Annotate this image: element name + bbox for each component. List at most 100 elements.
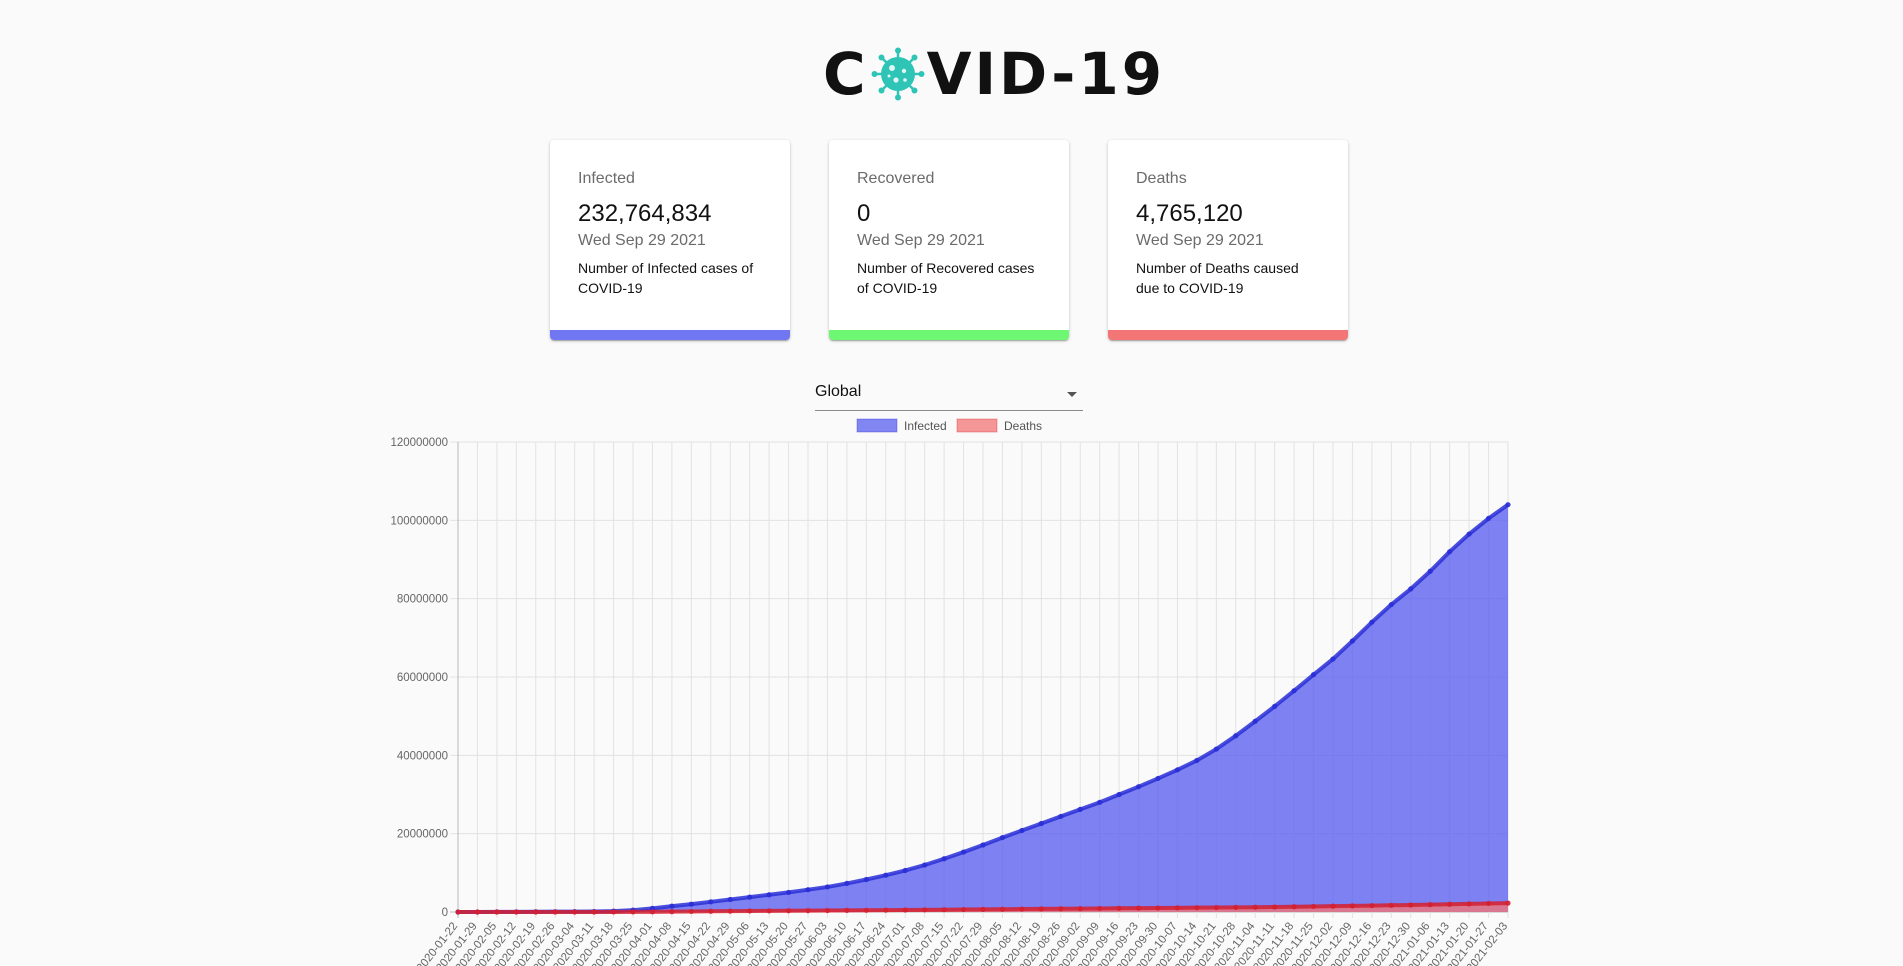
data-point: [1233, 733, 1239, 739]
data-point: [1194, 905, 1200, 911]
data-point: [649, 909, 656, 915]
data-point: [1116, 905, 1122, 911]
data-point: [1505, 900, 1511, 906]
data-point: [844, 880, 850, 887]
y-tick-label: 40000000: [397, 750, 448, 762]
data-point: [1330, 903, 1336, 909]
data-point: [1388, 601, 1394, 608]
data-point: [1330, 656, 1336, 662]
data-point: [1310, 672, 1317, 678]
data-point: [1272, 703, 1278, 709]
data-point: [824, 907, 831, 914]
data-point: [1155, 775, 1161, 782]
legend-item: Deaths: [956, 418, 1042, 433]
data-point: [1233, 904, 1239, 910]
data-point: [960, 849, 967, 855]
data-point: [727, 896, 733, 903]
data-point: [1310, 903, 1317, 910]
card-label: Deaths: [1136, 170, 1187, 187]
data-point: [1272, 904, 1278, 910]
data-point: [785, 908, 792, 914]
data-point: [1213, 746, 1219, 752]
data-point: [1213, 904, 1219, 911]
card-value: 0: [857, 200, 871, 227]
card-color-bar: [550, 330, 790, 340]
data-point: [747, 894, 753, 900]
data-point: [1174, 767, 1181, 773]
card-color-bar: [829, 330, 1069, 340]
data-point: [1019, 827, 1025, 834]
data-point: [941, 856, 947, 862]
card-date: Wed Sep 29 2021: [1136, 232, 1264, 249]
chart-legend: Infected Deaths: [856, 418, 1042, 433]
data-point: [863, 876, 869, 883]
data-point: [533, 909, 539, 915]
data-point: [552, 909, 558, 915]
data-point: [610, 909, 617, 915]
data-point: [1408, 902, 1414, 908]
data-point: [1427, 568, 1433, 574]
card-value: 4,765,120: [1136, 200, 1243, 227]
data-point: [1038, 820, 1044, 827]
data-point: [688, 908, 694, 915]
data-point: [1252, 718, 1258, 724]
data-point: [1097, 905, 1103, 912]
data-point: [902, 867, 908, 874]
data-point: [1447, 901, 1453, 907]
data-point: [922, 907, 928, 913]
data-point: [1252, 904, 1258, 910]
data-point: [1349, 638, 1356, 644]
legend-label: Deaths: [1004, 419, 1042, 433]
data-point: [572, 909, 578, 915]
data-point: [980, 906, 986, 912]
data-point: [1135, 905, 1142, 911]
data-point: [669, 909, 675, 915]
y-tick-label: 20000000: [397, 829, 448, 841]
data-point: [941, 907, 947, 913]
data-point: [1485, 515, 1492, 521]
cases-chart: Infected Deaths 0 20000000 40000000 60000000 8…: [0, 410, 1903, 966]
data-point: [1058, 813, 1064, 820]
card-date: Wed Sep 29 2021: [857, 232, 985, 249]
data-point: [1155, 905, 1161, 911]
legend-swatch: [956, 418, 998, 433]
country-select-value: Global: [815, 383, 862, 400]
data-point: [824, 884, 831, 890]
data-point: [708, 908, 714, 914]
y-tick-label: 100000000: [390, 515, 448, 527]
data-point: [1408, 586, 1414, 592]
data-point: [1174, 905, 1181, 911]
y-tick-label: 60000000: [397, 672, 448, 684]
data-point: [727, 908, 733, 914]
data-point: [1291, 688, 1297, 694]
data-point: [591, 909, 597, 915]
chart-svg: Infected Deaths 0 20000000 40000000 60000000 8…: [390, 418, 1511, 966]
data-point: [1077, 906, 1083, 912]
data-point: [863, 907, 869, 913]
data-point: [1077, 806, 1083, 812]
covid19-logo: C: [823, 44, 1165, 104]
data-point: [805, 887, 811, 893]
data-point: [474, 909, 481, 915]
data-point: [494, 909, 500, 915]
card-description: Number of Infected cases of COVID-19: [578, 260, 754, 296]
data-point: [960, 906, 967, 913]
data-point: [766, 908, 772, 914]
data-point: [1447, 549, 1453, 555]
data-point: [1019, 906, 1025, 912]
data-point: [1135, 784, 1142, 790]
data-point: [747, 908, 753, 914]
infected-card: Infected 232,764,834 Wed Sep 29 2021 Num…: [550, 140, 790, 340]
data-point: [1388, 902, 1394, 908]
card-label: Infected: [578, 170, 635, 187]
data-point: [980, 842, 986, 848]
card-description: Number of Recovered cases of COVID-19: [857, 260, 1035, 296]
legend-label: Infected: [904, 419, 947, 433]
data-point: [1291, 904, 1297, 910]
data-point: [1116, 791, 1122, 798]
data-point: [922, 862, 928, 868]
country-select[interactable]: Global: [815, 378, 1083, 411]
legend-swatch: [856, 418, 898, 433]
y-tick-label: 80000000: [397, 594, 448, 606]
